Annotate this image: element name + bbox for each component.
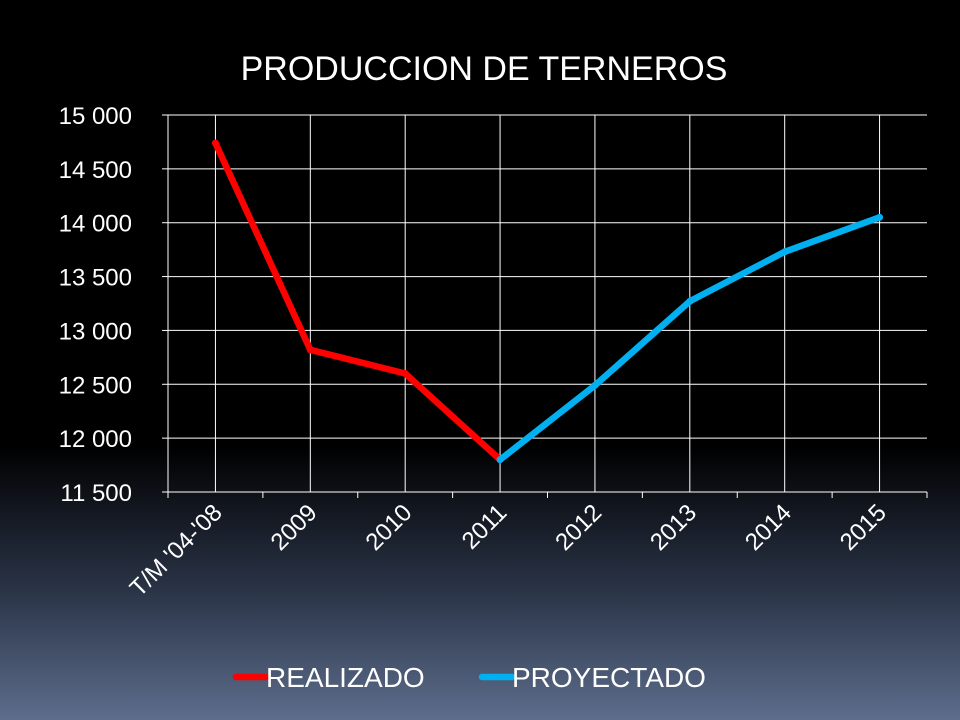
y-tick-label: 12 000: [59, 426, 132, 453]
data-point: [496, 456, 504, 464]
data-point: [591, 381, 599, 389]
data-point: [306, 346, 314, 354]
x-tick-label: 2012: [550, 499, 607, 556]
data-point: [211, 139, 219, 147]
x-tick-label: 2013: [645, 499, 702, 556]
x-tick-label: 2011: [457, 499, 513, 555]
data-point: [876, 213, 884, 221]
legend-label: PROYECTADO: [512, 662, 706, 693]
data-point: [686, 297, 694, 305]
y-tick-label: 15 000: [59, 103, 132, 130]
data-point: [401, 370, 409, 378]
series: [211, 139, 884, 464]
legend-label: REALIZADO: [266, 662, 425, 693]
chart-title: PRODUCCION DE TERNEROS: [241, 50, 728, 88]
legend: REALIZADO PROYECTADO: [232, 662, 706, 693]
x-tick-label: 2009: [266, 499, 323, 556]
axes: [162, 114, 928, 498]
y-tick-labels: 11 500 12 000 12 500 13 000 13 500 14 000 14 5…: [59, 103, 132, 507]
y-tick-label: 13 000: [59, 318, 132, 345]
x-tick-labels: T/M '04-'08 2009 2010 2011 2012 2013 2014 2015: [125, 499, 892, 602]
y-tick-label: 12 500: [59, 372, 132, 399]
y-tick-label: 13 500: [59, 265, 132, 292]
x-tick-label: T/M '04-'08: [125, 499, 228, 602]
gridlines: [168, 114, 927, 492]
data-point: [781, 248, 789, 256]
y-tick-label: 14 500: [59, 157, 132, 184]
x-tick-label: 2014: [740, 499, 797, 556]
x-tick-label: 2010: [361, 499, 418, 556]
x-tick-label: 2015: [835, 499, 892, 556]
y-tick-label: 14 000: [59, 211, 132, 238]
y-tick-label: 11 500: [60, 480, 132, 507]
series-line-realizado: [212, 139, 504, 463]
